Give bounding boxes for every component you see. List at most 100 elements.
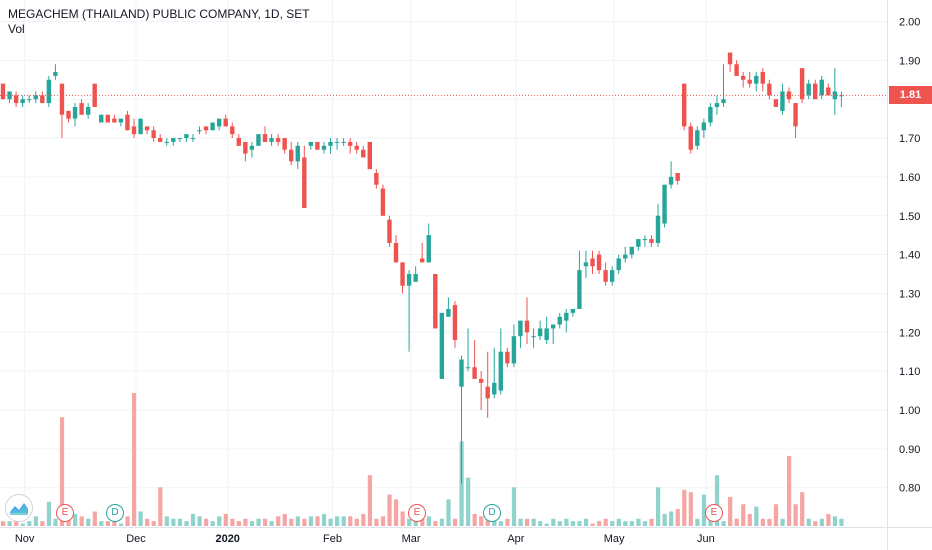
volume-bar: [485, 518, 490, 526]
volume-bar: [597, 521, 602, 526]
candle-body: [125, 114, 130, 131]
time-tick-label: Nov: [15, 533, 35, 545]
candle-body: [439, 312, 445, 379]
volume-bar: [675, 509, 680, 526]
volume-bar: [787, 455, 792, 526]
candle-body: [118, 118, 124, 123]
candle-body: [295, 145, 300, 162]
tradingview-logo-icon[interactable]: [5, 494, 33, 522]
candle-body: [662, 184, 667, 224]
volume-bar: [505, 518, 510, 526]
candle-body: [72, 106, 78, 119]
volume-bar: [1, 521, 6, 526]
volume-bar: [118, 523, 124, 526]
candle-body: [413, 274, 418, 282]
volume-bar: [407, 518, 412, 526]
time-axis[interactable]: Nov Dec 2020 Feb Mar Apr May Jun: [0, 527, 932, 546]
candle-body: [334, 141, 340, 143]
candle-body: [760, 72, 765, 84]
volume-bar: [289, 518, 294, 526]
time-tick-label: Jun: [697, 533, 715, 545]
candle-body: [184, 134, 189, 139]
time-tick-label: 2020: [215, 533, 239, 545]
time-tick-label: Apr: [507, 533, 524, 545]
candle-body: [262, 134, 268, 142]
chart-legend: MEGACHEM (THAILAND) PUBLIC COMPANY, 1D, …: [8, 7, 310, 37]
candle-body: [609, 270, 615, 282]
earnings-marker[interactable]: E: [705, 504, 723, 522]
candle-body: [99, 114, 104, 123]
candle-body: [727, 52, 733, 65]
price-axis[interactable]: 2.001.901.801.701.601.501.401.301.201.10…: [887, 0, 921, 550]
last-price-tag: 1.81: [889, 86, 932, 104]
volume-bar: [79, 516, 84, 526]
candle-body: [799, 68, 805, 100]
volume-bar: [315, 516, 320, 526]
volume-bar: [760, 518, 765, 526]
dividend-marker[interactable]: D: [483, 504, 501, 522]
volume-bar: [642, 521, 648, 526]
volume-bar: [656, 487, 661, 526]
volume-bar: [826, 513, 831, 526]
candle-body: [721, 99, 726, 104]
candle-body: [767, 83, 772, 96]
candle-body: [747, 79, 752, 84]
candle-body: [485, 386, 490, 399]
volume-bar: [767, 518, 772, 526]
volume-bar: [335, 516, 340, 526]
earnings-marker[interactable]: E: [408, 504, 426, 522]
volume-bar: [544, 523, 549, 526]
candle-body: [518, 320, 523, 337]
candle-body: [269, 138, 274, 142]
price-tick-label: 1.60: [899, 172, 920, 184]
candle-body: [537, 328, 543, 337]
volume-bar: [105, 521, 110, 526]
volume-bar: [321, 513, 327, 526]
candle-body: [682, 83, 687, 127]
candle-body: [59, 83, 65, 115]
volume-bar: [590, 523, 595, 526]
volume-bar: [839, 518, 844, 526]
candle-body: [793, 103, 798, 127]
volume-bar: [387, 494, 392, 526]
volume-bar: [479, 516, 484, 526]
candle-body: [564, 312, 569, 321]
dividend-marker[interactable]: D: [106, 504, 124, 522]
volume-bar: [138, 511, 143, 526]
volume-bar: [158, 487, 163, 526]
volume-bar: [86, 518, 91, 526]
candles: [0, 52, 844, 484]
price-tick-label: 1.30: [899, 288, 920, 300]
candle-body: [361, 149, 366, 158]
candle-body: [13, 95, 19, 104]
volume-bar: [446, 499, 451, 526]
volume-bar: [249, 521, 255, 526]
candle-body: [813, 83, 818, 100]
candle-body: [544, 328, 549, 341]
candle-body: [505, 351, 510, 364]
candle-body: [780, 91, 785, 111]
candle-body: [695, 130, 700, 146]
volume-bar: [741, 504, 746, 526]
volume-bar: [433, 521, 438, 526]
volume-bar: [263, 518, 268, 526]
earnings-marker[interactable]: E: [56, 504, 74, 522]
volume-bar: [773, 504, 779, 526]
volume-bar: [701, 494, 707, 526]
volume-bar: [145, 518, 150, 526]
volume-bar: [276, 516, 281, 526]
price-tick-label: 1.90: [899, 55, 920, 67]
volume-bar: [669, 511, 674, 526]
volume-bar: [714, 475, 720, 526]
volume-bar: [341, 516, 346, 526]
candle-body: [524, 320, 530, 333]
candle-body: [151, 130, 156, 139]
volume-bar: [400, 511, 405, 526]
volume-bar: [649, 518, 654, 526]
candle-body: [367, 141, 372, 170]
volume-bar: [472, 513, 477, 526]
volume-bar: [125, 516, 130, 526]
candle-body: [289, 149, 294, 162]
candle-body: [754, 75, 759, 84]
